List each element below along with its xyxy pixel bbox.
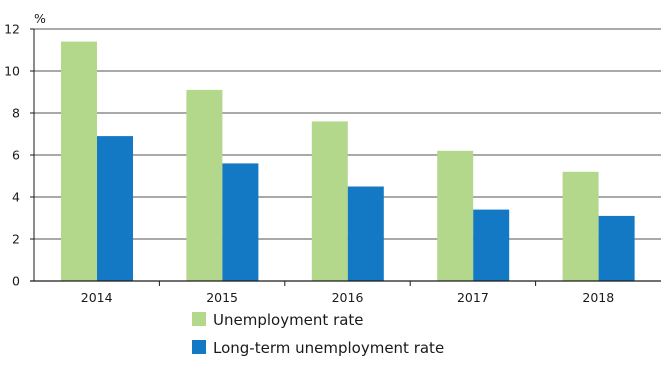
bar-unemployment-2017 [437, 150, 474, 281]
bar-long-term-unemployment-2014 [97, 136, 133, 281]
bar-long-term-unemployment-2017 [473, 209, 510, 281]
bar-long-term-unemployment-2015 [222, 163, 259, 281]
bar-long-term-unemployment-2018 [598, 215, 635, 281]
bars [61, 41, 635, 282]
legend: Unemployment rate Long-term unemployment … [192, 311, 444, 357]
bar-unemployment-2015 [186, 89, 223, 282]
y-axis-unit-label: % [34, 11, 46, 26]
bar-unemployment-2016 [311, 121, 348, 282]
tick-labels: 0 2 4 6 8 10 12 2014 2015 2016 2017 2018 [4, 22, 614, 306]
y-tick-label: 2 [12, 232, 20, 247]
x-tick-label: 2018 [582, 290, 614, 305]
x-tick-label: 2017 [457, 290, 489, 305]
bar-unemployment-2014 [61, 41, 97, 281]
x-tick-label: 2014 [81, 290, 113, 305]
y-tick-label: 10 [4, 64, 20, 79]
legend-swatch [192, 312, 206, 326]
y-tick-label: 0 [12, 274, 20, 289]
legend-label: Long-term unemployment rate [213, 339, 444, 357]
y-tick-label: 4 [12, 190, 20, 205]
bar-long-term-unemployment-2016 [347, 186, 384, 281]
y-tick-label: 6 [12, 148, 20, 163]
axes [30, 28, 661, 286]
bar-unemployment-2018 [562, 171, 599, 281]
legend-label: Unemployment rate [213, 311, 364, 329]
y-tick-label: 8 [12, 106, 20, 121]
legend-swatch [192, 340, 206, 354]
x-tick-label: 2015 [206, 290, 238, 305]
x-tick-label: 2016 [332, 290, 364, 305]
y-tick-label: 12 [4, 22, 20, 37]
